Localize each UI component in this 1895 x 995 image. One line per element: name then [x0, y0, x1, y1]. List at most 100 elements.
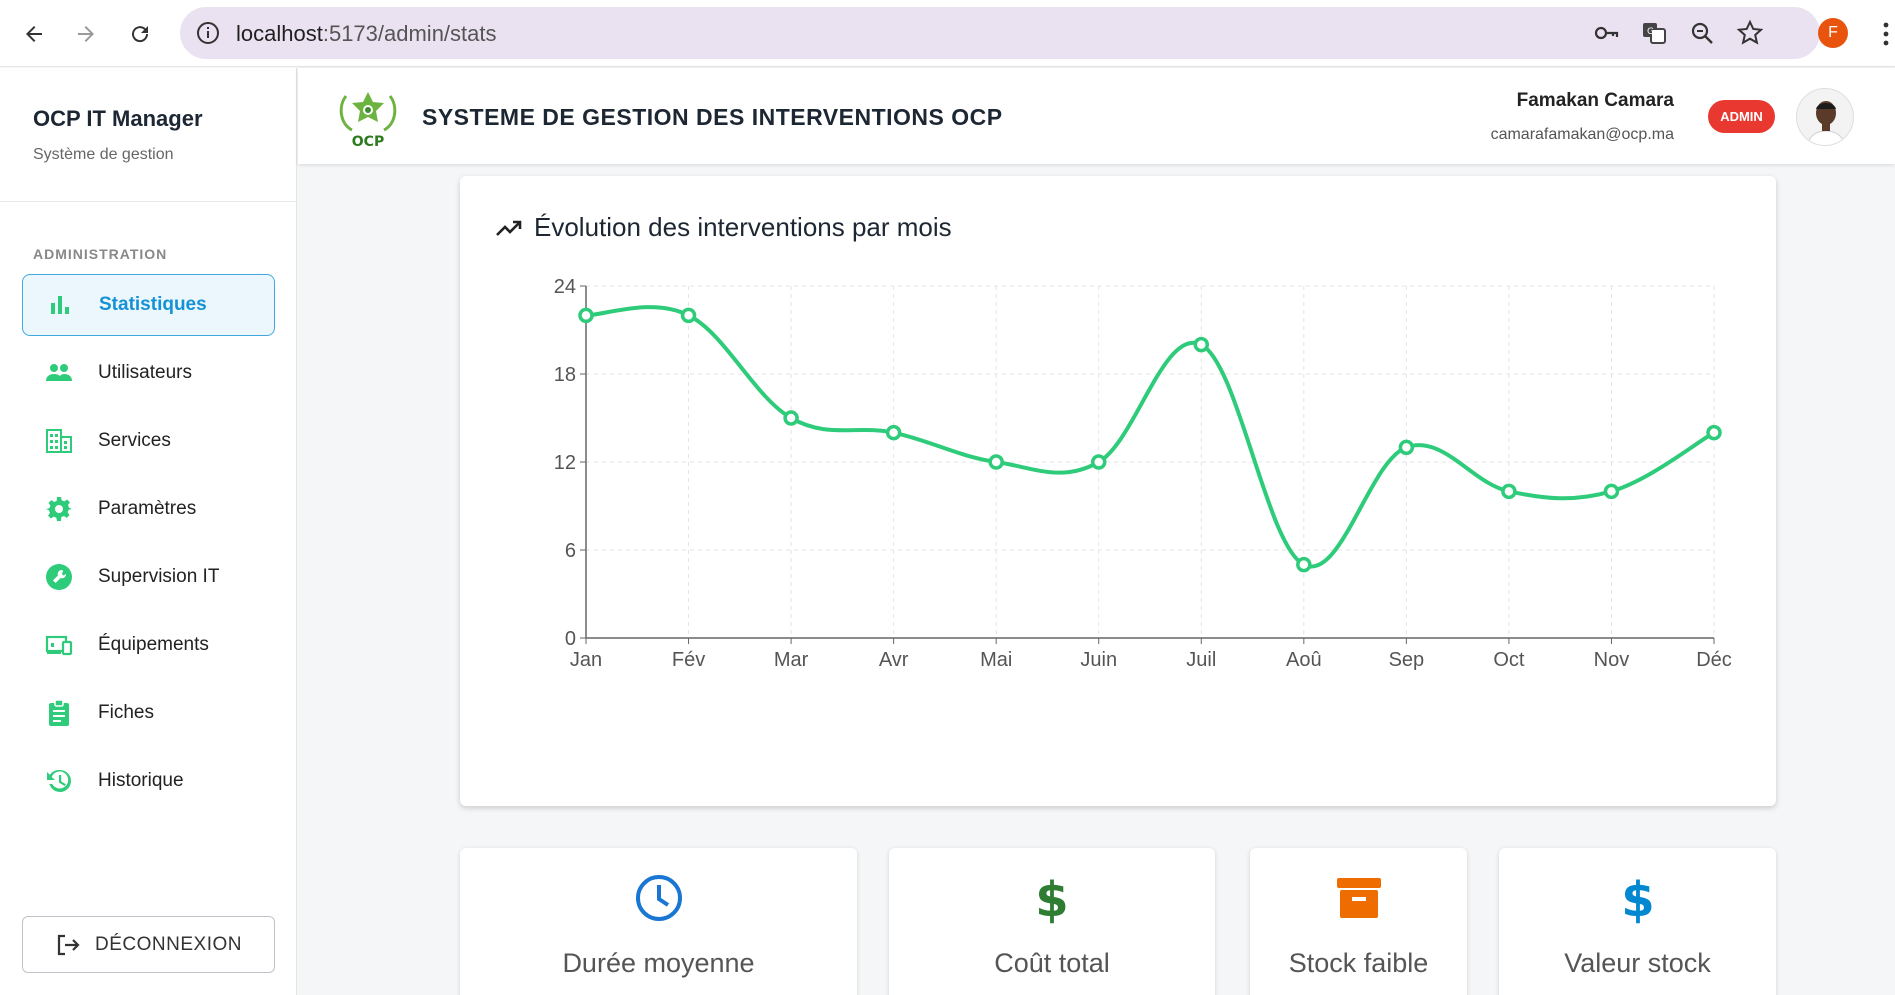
- data-point-sep: [1398, 439, 1415, 456]
- line-chart: 0 6 12 18 24 Jan Fév Mar Avr Mai Juin Juil Aoû Sep Oc…: [554, 276, 1732, 671]
- key-icon[interactable]: [1592, 19, 1620, 47]
- zoom-icon[interactable]: [1688, 19, 1716, 47]
- chart-grid: [586, 285, 1715, 638]
- series-line: [585, 305, 1715, 569]
- back-button[interactable]: [16, 16, 52, 52]
- x-tick-label: Mai: [980, 649, 1012, 671]
- brand: OCP IT Manager Système de gestion: [0, 68, 296, 202]
- data-point-aoû: [1296, 556, 1312, 573]
- sidebar-item-utilisateurs[interactable]: Utilisateurs: [22, 342, 275, 404]
- data-point-oct: [1501, 483, 1517, 500]
- y-tick-label: 0: [565, 628, 576, 650]
- address-bar[interactable]: localhost:5173/admin/stats G: [180, 7, 1820, 59]
- person-photo-icon: [1797, 89, 1853, 145]
- x-tick-label: Sep: [1389, 649, 1425, 671]
- sidebar-item-label: Utilisateurs: [98, 362, 192, 383]
- data-point-déc: [1706, 424, 1722, 441]
- clock-icon: [635, 875, 682, 921]
- history-icon: [47, 769, 71, 792]
- section-label: ADMINISTRATION: [33, 246, 168, 262]
- data-point-juin: [1090, 454, 1107, 470]
- y-tick-label: 24: [554, 276, 576, 298]
- sidebar: OCP IT Manager Système de gestion ADMINI…: [0, 68, 297, 995]
- data-point-fév: [680, 307, 697, 324]
- x-tick-label: Juil: [1186, 649, 1216, 671]
- x-tick-label: Fév: [672, 649, 705, 671]
- y-tick-label: 6: [565, 540, 576, 562]
- y-axis-ticks: 0 6 12 18 24: [554, 276, 586, 650]
- bar-chart-icon: [51, 296, 69, 314]
- reload-button[interactable]: [122, 16, 158, 52]
- sidebar-item-label: Paramètres: [98, 498, 197, 519]
- logout-icon: [57, 934, 80, 955]
- x-axis-ticks: Jan Fév Mar Avr Mai Juin Juil Aoû Sep Oct Nov Déc: [570, 638, 1732, 671]
- browser-toolbar: localhost:5173/admin/stats G F: [0, 0, 1895, 67]
- forward-button[interactable]: [68, 16, 104, 52]
- svg-text:OCP: OCP: [352, 134, 384, 148]
- building-icon: [46, 429, 72, 453]
- stat-label: Coût total: [994, 948, 1110, 978]
- dollar-icon: $: [1621, 872, 1654, 924]
- y-tick-label: 12: [554, 452, 576, 474]
- sidebar-item-label: Services: [98, 430, 171, 451]
- data-point-mar: [783, 410, 799, 426]
- brand-title: OCP IT Manager: [33, 106, 203, 131]
- wrench-icon: [46, 564, 72, 590]
- app-header: OCP SYSTEME DE GESTION DES INTERVENTIONS…: [298, 68, 1895, 164]
- arrow-right-icon: [78, 26, 94, 42]
- dollar-icon: $: [1035, 872, 1068, 924]
- role-badge: ADMIN: [1708, 100, 1775, 133]
- user-name: Famakan Camara: [1516, 90, 1674, 111]
- stat-card-stock-faible[interactable]: Stock faible: [1250, 848, 1467, 995]
- reload-icon: [132, 26, 149, 43]
- svg-text:$: $: [1621, 872, 1654, 924]
- sidebar-item-label: Fiches: [98, 702, 154, 723]
- sidebar-item-label: Supervision IT: [98, 566, 220, 587]
- url-host: localhost: [236, 21, 323, 46]
- bookmark-star-icon[interactable]: [1736, 19, 1764, 47]
- sidebar-item-label: Historique: [98, 770, 184, 791]
- data-point-juil: [1193, 336, 1210, 353]
- url-text[interactable]: localhost:5173/admin/stats: [236, 21, 497, 47]
- sidebar-item-fiches[interactable]: Fiches: [22, 682, 275, 744]
- sidebar-item-label: Équipements: [98, 634, 209, 655]
- stat-label: Durée moyenne: [562, 948, 755, 978]
- url-path: :5173/admin/stats: [322, 21, 497, 46]
- profile-avatar[interactable]: F: [1818, 18, 1848, 48]
- app-title: SYSTEME DE GESTION DES INTERVENTIONS OCP: [422, 104, 1003, 130]
- sidebar-item-historique[interactable]: Historique: [22, 750, 275, 812]
- stat-card-duree-moyenne[interactable]: Durée moyenne: [460, 848, 857, 995]
- devices-icon: [45, 635, 73, 656]
- gear-icon: [46, 497, 72, 521]
- x-tick-label: Avr: [879, 649, 909, 671]
- more-vert-icon[interactable]: [1880, 20, 1892, 48]
- user-avatar[interactable]: [1796, 88, 1854, 146]
- y-tick-label: 18: [554, 364, 576, 386]
- stat-card-valeur-stock[interactable]: $ Valeur stock: [1499, 848, 1776, 995]
- sidebar-item-supervision-it[interactable]: Supervision IT: [22, 546, 275, 608]
- users-icon: [46, 364, 72, 381]
- svg-text:G: G: [1647, 27, 1654, 37]
- logout-label: DÉCONNEXION: [95, 933, 242, 955]
- sidebar-item-services[interactable]: Services: [22, 410, 275, 472]
- x-tick-label: Nov: [1594, 649, 1630, 671]
- svg-text:$: $: [1035, 872, 1068, 924]
- sidebar-item-statistiques[interactable]: Statistiques: [22, 274, 275, 336]
- series-points: [578, 307, 1722, 573]
- user-email: camarafamakan@ocp.ma: [1490, 126, 1674, 143]
- ocp-logo: OCP: [339, 92, 397, 148]
- archive-icon: [1336, 878, 1381, 918]
- logout-button[interactable]: DÉCONNEXION: [22, 916, 275, 973]
- sidebar-item-parametres[interactable]: Paramètres: [22, 478, 275, 540]
- translate-icon[interactable]: G: [1640, 19, 1668, 47]
- arrow-left-icon: [26, 26, 42, 42]
- data-point-avr: [885, 424, 902, 441]
- stat-card-cout-total[interactable]: $ Coût total: [889, 848, 1215, 995]
- chart-header: Évolution des interventions par mois: [494, 212, 952, 243]
- x-tick-label: Déc: [1696, 649, 1732, 671]
- sidebar-item-label: Statistiques: [99, 294, 207, 315]
- chart-card: Évolution des interventions par mois 0 6 1…: [460, 176, 1776, 806]
- site-info-icon[interactable]: [194, 19, 222, 47]
- sidebar-item-equipements[interactable]: Équipements: [22, 614, 275, 676]
- clipboard-icon: [49, 699, 69, 726]
